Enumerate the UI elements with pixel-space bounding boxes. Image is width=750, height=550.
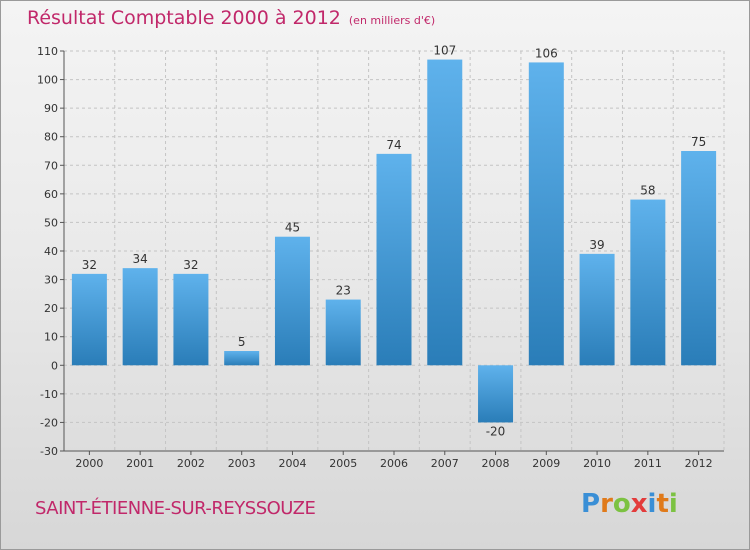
proxiti-logo: Proxiti (581, 489, 678, 519)
y-tick-label: 20 (44, 302, 58, 315)
logo-letter: o (612, 489, 631, 519)
y-tick-label: 0 (51, 359, 58, 372)
bar-2007 (427, 59, 463, 366)
bar-2004 (274, 236, 310, 366)
value-label-2000: 32 (82, 258, 97, 272)
y-tick-label: 100 (37, 74, 58, 87)
x-tick-label: 2008 (482, 457, 510, 470)
value-label-2010: 39 (589, 238, 604, 252)
bars (71, 59, 717, 423)
bar-2009 (528, 62, 564, 366)
x-tick-label: 2007 (431, 457, 459, 470)
y-tick-label: -10 (40, 388, 58, 401)
bar-2010 (579, 253, 615, 366)
value-label-2006: 74 (386, 138, 401, 152)
y-tick-label: 60 (44, 188, 58, 201)
commune-name: SAINT-ÉTIENNE-SUR-REYSSOUZE (35, 498, 316, 519)
value-label-2004: 45 (285, 221, 300, 235)
value-label-2008: -20 (486, 424, 506, 438)
x-axis: 2000 2001 2002 2003 2004 2005 2006 2007 2008 2009… (64, 450, 724, 470)
x-tick-label: 2002 (177, 457, 205, 470)
logo-letter: P (581, 489, 601, 519)
value-label-2007: 107 (433, 44, 456, 58)
value-label-2002: 32 (183, 258, 198, 272)
bar-2008 (478, 365, 514, 423)
chart-title-text: Résultat Comptable 2000 à 2012 (27, 7, 341, 29)
value-labels: 32 34 32 5 45 23 74 107 -20 106 39 58 75 (82, 44, 707, 439)
x-tick-label: 2000 (75, 457, 103, 470)
y-tick-label: 80 (44, 131, 58, 144)
value-label-2012: 75 (691, 135, 706, 149)
y-tick-label: -30 (40, 445, 58, 458)
value-label-2005: 23 (336, 284, 351, 298)
x-tick-label: 2010 (583, 457, 611, 470)
x-tick-label: 2011 (634, 457, 662, 470)
x-tick-label: 2001 (126, 457, 154, 470)
y-tick-label: -20 (40, 416, 58, 429)
x-tick-label: 2005 (329, 457, 357, 470)
bar-2000 (71, 273, 107, 366)
bar-2006 (376, 153, 412, 366)
y-tick-label: 90 (44, 102, 58, 115)
value-label-2001: 34 (133, 252, 148, 266)
logo-letter: t (656, 489, 669, 519)
chart-title: Résultat Comptable 2000 à 2012 (en millie… (27, 7, 435, 29)
y-tick-label: 70 (44, 159, 58, 172)
value-label-2009: 106 (535, 46, 558, 60)
bar-2003 (224, 351, 260, 366)
y-tick-label: 40 (44, 245, 58, 258)
y-tick-label: 50 (44, 216, 58, 229)
x-tick-label: 2006 (380, 457, 408, 470)
bar-2005 (325, 299, 361, 366)
x-tick-label: 2009 (532, 457, 560, 470)
bar-2011 (630, 199, 666, 366)
y-tick-label: 110 (37, 45, 58, 58)
y-tick-label: 10 (44, 331, 58, 344)
x-tick-label: 2004 (278, 457, 306, 470)
chart-subtitle: (en milliers d'€) (348, 14, 436, 27)
bar-2001 (122, 268, 158, 366)
logo-letter: r (600, 489, 613, 519)
value-label-2011: 58 (640, 184, 655, 198)
bar-2012 (681, 151, 717, 366)
logo-letter: i (668, 489, 678, 519)
logo-letter: i (647, 489, 657, 519)
y-axis: -30 -20 -10 0 10 20 30 40 50 60 70 80 90 100 110 (37, 45, 65, 458)
y-tick-label: 30 (44, 274, 58, 287)
x-tick-label: 2003 (228, 457, 256, 470)
x-tick-label: 2012 (685, 457, 713, 470)
bar-2002 (173, 273, 209, 366)
logo-letter: x (630, 489, 648, 519)
value-label-2003: 5 (238, 335, 246, 349)
